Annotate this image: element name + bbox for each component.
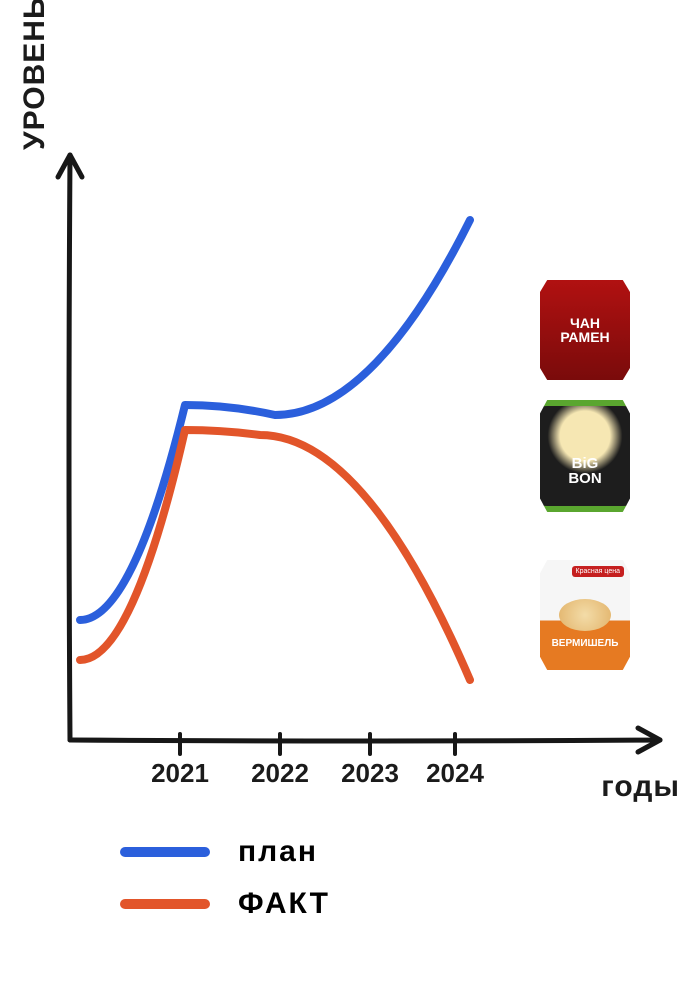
- x-tick-label: 2024: [415, 758, 495, 789]
- legend-item-fact: ФАКТ: [120, 887, 330, 921]
- legend-swatch: [120, 899, 210, 909]
- product-brand: ВЕРМИШЕЛЬ: [552, 639, 619, 649]
- legend: план ФАКТ: [120, 835, 330, 939]
- noodle-bowl-icon: [559, 599, 611, 631]
- x-tick-label: 2021: [140, 758, 220, 789]
- x-tick-label: 2022: [240, 758, 320, 789]
- y-axis-label: УРОВЕНЬ ПОТРЕБЛЕНИЯ: [18, 0, 52, 150]
- x-axis-label: годы: [601, 770, 680, 804]
- product-chan-ramen: ЧАН РАМЕН: [540, 280, 630, 380]
- legend-item-plan: план: [120, 835, 330, 869]
- product-brand: ЧАН РАМЕН: [560, 316, 609, 344]
- product-badge: Красная цена: [572, 566, 624, 577]
- chart-canvas: УРОВЕНЬ ПОТРЕБЛЕНИЯ годы 2021 2022 2023202…: [0, 0, 700, 990]
- legend-label: ФАКТ: [238, 887, 330, 921]
- x-tick-label: 2023: [330, 758, 410, 789]
- product-vermishel: Красная цена ВЕРМИШЕЛЬ: [540, 560, 630, 670]
- product-bigbon: BiG BON: [540, 400, 630, 512]
- legend-label: план: [238, 835, 318, 869]
- legend-swatch: [120, 847, 210, 857]
- product-brand: BiG BON: [568, 456, 601, 486]
